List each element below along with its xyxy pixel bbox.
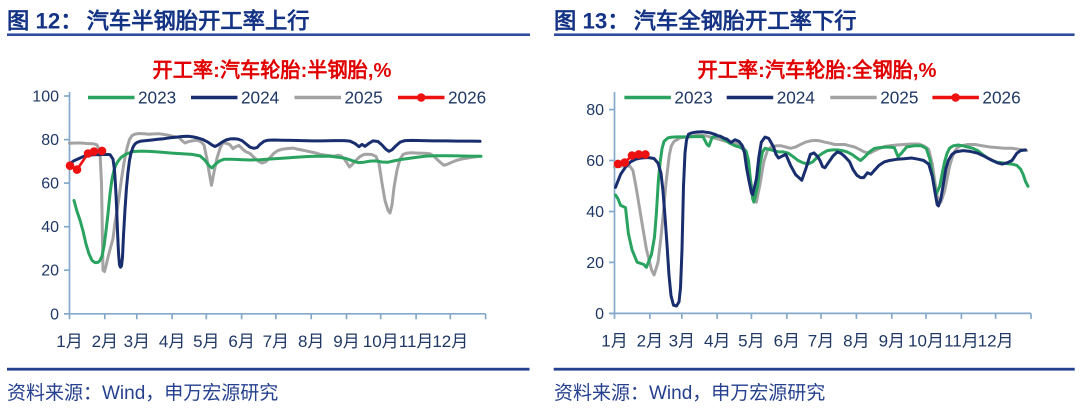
svg-text:3月: 3月 — [669, 331, 695, 350]
svg-text:图 12：汽车半钢胎开工率上行: 图 12： 汽车半钢胎开工率上行 — [7, 7, 310, 33]
svg-text:2024: 2024 — [777, 88, 816, 108]
svg-text:11月: 11月 — [944, 331, 979, 350]
svg-text:20: 20 — [586, 255, 604, 272]
svg-text:4月: 4月 — [704, 331, 730, 350]
svg-text:100: 100 — [32, 89, 59, 106]
svg-text:资料来源：Wind，申万宏源研究: 资料来源：Wind，申万宏源研究 — [7, 382, 278, 404]
svg-text:5月: 5月 — [738, 331, 764, 350]
svg-text:5月: 5月 — [193, 332, 219, 351]
svg-text:12月: 12月 — [978, 331, 1014, 350]
svg-text:4月: 4月 — [159, 332, 185, 351]
svg-text:11月: 11月 — [399, 332, 434, 351]
svg-text:2023: 2023 — [674, 88, 712, 108]
svg-text:7月: 7月 — [808, 331, 834, 350]
svg-text:10月: 10月 — [908, 331, 944, 350]
svg-text:40: 40 — [41, 219, 59, 236]
svg-text:80: 80 — [586, 102, 604, 119]
svg-text:图 13：汽车全钢胎开工率下行: 图 13： 汽车全钢胎开工率下行 — [554, 7, 857, 33]
svg-text:6月: 6月 — [228, 332, 254, 351]
svg-text:1月: 1月 — [601, 331, 627, 350]
svg-text:12月: 12月 — [432, 332, 468, 351]
svg-text:2026: 2026 — [982, 88, 1020, 108]
svg-text:60: 60 — [41, 176, 59, 193]
svg-text:40: 40 — [586, 204, 604, 221]
svg-text:2023: 2023 — [138, 88, 176, 108]
svg-text:20: 20 — [41, 263, 59, 280]
svg-text:9月: 9月 — [879, 331, 905, 350]
svg-text:7月: 7月 — [263, 332, 289, 351]
svg-text:2026: 2026 — [448, 88, 486, 108]
svg-text:1月: 1月 — [56, 332, 82, 351]
svg-text:6月: 6月 — [774, 331, 800, 350]
svg-text:2月: 2月 — [92, 332, 118, 351]
svg-text:开工率:汽车轮胎:全钢胎,%: 开工率:汽车轮胎:全钢胎,% — [698, 58, 937, 82]
svg-text:10月: 10月 — [363, 332, 399, 351]
svg-text:9月: 9月 — [333, 332, 359, 351]
svg-text:资料来源：Wind，申万宏源研究: 资料来源：Wind，申万宏源研究 — [554, 382, 825, 404]
svg-text:3月: 3月 — [124, 332, 150, 351]
svg-text:0: 0 — [595, 306, 604, 323]
svg-text:2024: 2024 — [241, 88, 280, 108]
svg-text:8月: 8月 — [843, 331, 869, 350]
svg-text:开工率:汽车轮胎:半钢胎,%: 开工率:汽车轮胎:半钢胎,% — [153, 58, 392, 82]
svg-text:2025: 2025 — [345, 88, 383, 108]
svg-text:8月: 8月 — [298, 332, 324, 351]
svg-text:60: 60 — [586, 153, 604, 170]
svg-text:80: 80 — [41, 132, 59, 149]
svg-text:0: 0 — [50, 306, 59, 323]
svg-text:2025: 2025 — [880, 88, 918, 108]
svg-text:2月: 2月 — [637, 331, 663, 350]
